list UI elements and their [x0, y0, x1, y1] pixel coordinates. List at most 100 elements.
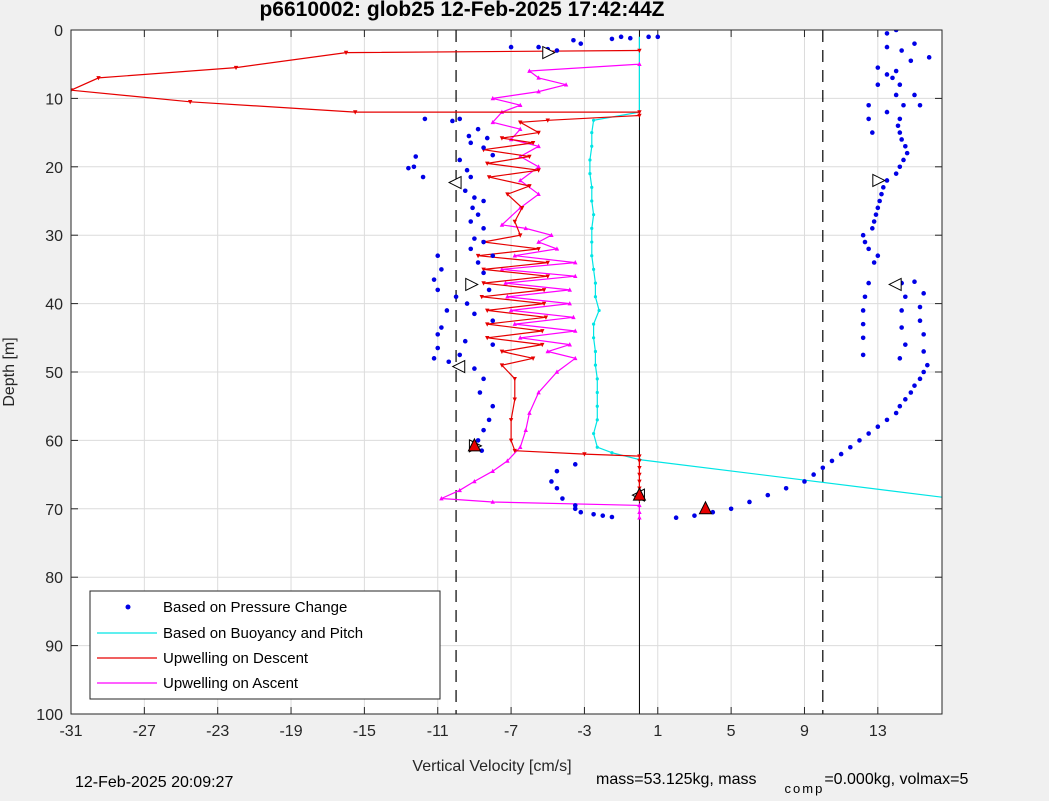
pressure-point [457, 116, 463, 122]
pressure-point [728, 506, 734, 512]
descent-point [545, 260, 550, 266]
buoyancy-point [610, 451, 614, 455]
pressure-point [884, 178, 890, 183]
ascent-point [536, 164, 541, 169]
pressure-point [578, 41, 584, 46]
pressure-point [508, 44, 514, 50]
pressure-point [481, 145, 486, 150]
y-tick-label: 10 [45, 91, 63, 108]
pressure-point [609, 514, 615, 520]
ascent-point [490, 468, 495, 473]
descent-point [637, 479, 642, 484]
ascent-point [518, 177, 523, 183]
pressure-point [866, 102, 871, 108]
x-tick-label: -23 [206, 723, 229, 740]
pressure-point [848, 444, 853, 450]
ascent-point [518, 444, 523, 450]
pressure-point [490, 152, 496, 158]
legend-swatch-pressure [125, 604, 131, 610]
pressure-point [422, 116, 428, 122]
descent-point [637, 459, 642, 464]
pressure-point [917, 102, 923, 108]
footer-timestamp: 12-Feb-2025 20:09:27 [75, 774, 234, 791]
x-tick-label: -11 [427, 723, 449, 740]
pressure-point [860, 335, 866, 341]
pressure-point [479, 448, 485, 453]
pressure-point [464, 301, 470, 306]
ascent-point [567, 287, 572, 292]
pressure-point [765, 492, 771, 498]
y-tick-label: 50 [45, 365, 63, 382]
buoyancy-point [595, 445, 599, 449]
pressure-point [838, 451, 844, 457]
pressure-point [866, 280, 871, 286]
ascent-point [505, 458, 510, 463]
y-axis-ticks: 0 10 20 30 40 50 60 70 80 90 100 [36, 23, 942, 724]
descent-point [518, 120, 523, 125]
pressure-point [897, 82, 903, 88]
pressure-point [490, 253, 496, 259]
y-tick-label: 0 [54, 23, 63, 40]
ascent-point [490, 95, 495, 101]
pressure-point [464, 167, 470, 173]
buoyancy-point [595, 377, 599, 381]
pressure-point [917, 376, 923, 382]
descent-point [527, 184, 532, 189]
pressure-point [475, 212, 481, 217]
legend-box [89, 590, 441, 700]
descent-point [481, 281, 486, 286]
pressure-point [431, 277, 437, 282]
legend-label-descent: Upwelling on Descent [163, 650, 309, 667]
pressure-point [860, 321, 866, 327]
pressure-point [870, 226, 875, 231]
descent-point [512, 397, 517, 402]
pressure-marker-triangle [888, 277, 902, 292]
pressure-point [481, 270, 486, 276]
pressure-point [646, 34, 651, 40]
descent-point [508, 438, 514, 443]
buoyancy-point [595, 418, 599, 422]
pressure-point [468, 246, 474, 252]
pressure-point [486, 417, 492, 423]
pressure-point [453, 294, 459, 300]
ascent-point [508, 307, 514, 313]
pressure-point [921, 369, 926, 375]
pressure-point [481, 198, 486, 204]
pressure-point [875, 424, 881, 430]
pressure-point [457, 157, 463, 163]
pressure-point [472, 236, 477, 241]
pressure-point [435, 345, 441, 351]
pressure-point [571, 37, 576, 43]
buoyancy-point [593, 349, 598, 354]
pressure-point [899, 325, 904, 330]
descent-point [512, 219, 517, 225]
plot-frame [70, 29, 943, 715]
pressure-point [450, 118, 455, 124]
descent-point [499, 136, 505, 141]
pressure-point [468, 140, 474, 146]
ascent-point [439, 496, 444, 501]
pressure-marker-triangle [542, 45, 556, 60]
pressure-point [884, 72, 890, 77]
descent-point [540, 329, 545, 334]
pressure-point [572, 506, 578, 512]
legend-label-ascent: Upwelling on Ascent [163, 675, 299, 692]
ascent-point [518, 126, 523, 131]
pressure-point [877, 198, 882, 204]
pressure-point [912, 41, 917, 46]
buoyancy-point [592, 267, 596, 271]
buoyancy-point [592, 322, 596, 326]
ascent-point [457, 487, 462, 493]
ascent-point [499, 266, 505, 272]
descent-point [530, 141, 536, 146]
pressure-point [925, 362, 930, 368]
ascent-point [637, 515, 642, 520]
ascent-point [536, 75, 541, 80]
pressure-point [481, 427, 486, 433]
x-tick-label: -15 [353, 723, 376, 740]
pressure-marker-triangle [447, 175, 462, 190]
pressure-point [554, 468, 560, 474]
x-tick-label: 5 [727, 723, 736, 740]
pressure-point [893, 68, 899, 74]
